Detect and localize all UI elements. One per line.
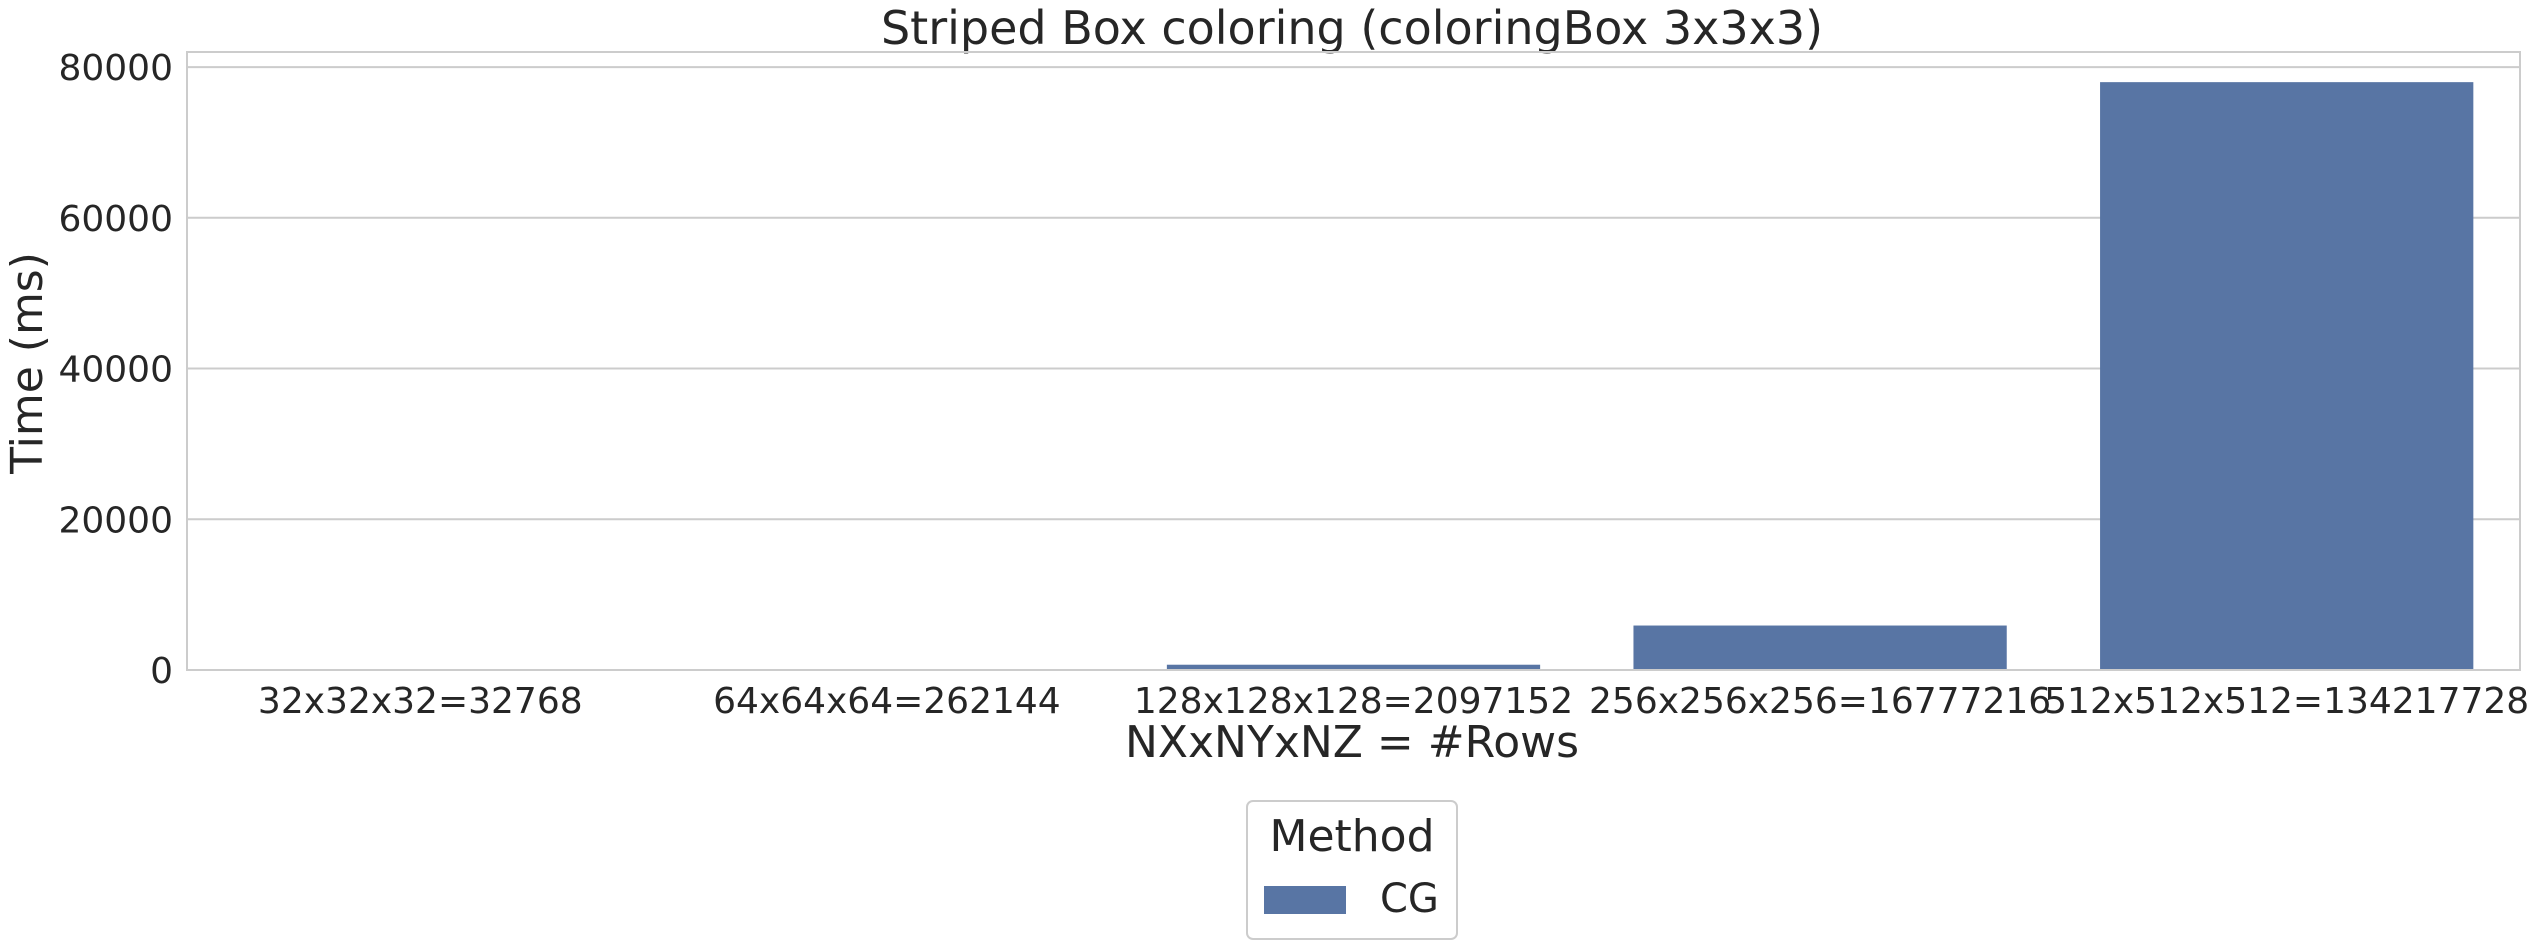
legend: Method CG	[1246, 800, 1458, 940]
x-tick-label: 128x128x128=2097152	[1134, 681, 1573, 722]
plot-frame	[186, 51, 2521, 671]
legend-title: Method	[1269, 811, 1434, 862]
bars	[233, 82, 2474, 670]
chart-title: Striped Box coloring (coloringBox 3x3x3)	[881, 1, 1823, 55]
x-tick-label: 64x64x64=262144	[713, 681, 1061, 722]
x-tick-label: 512x512x512=134217728	[2044, 681, 2529, 722]
bar	[1633, 625, 2007, 670]
x-tick-labels: 32x32x32=32768 64x64x64=262144 128x128x128…	[258, 681, 2529, 722]
bar	[1166, 664, 1541, 670]
x-tick-label: 256x256x256=16777216	[1589, 681, 2051, 722]
y-tick-labels: 0 20000 40000 60000 80000	[58, 48, 173, 692]
y-tick-label: 80000	[58, 48, 173, 89]
y-tick-label: 20000	[58, 500, 173, 541]
bar	[2100, 82, 2474, 670]
legend-swatch-cg	[1264, 886, 1346, 914]
y-tick-label: 0	[150, 651, 173, 692]
y-tick-label: 60000	[58, 199, 173, 240]
legend-label-cg: CG	[1380, 876, 1439, 922]
x-axis-label: NXxNYxNZ = #Rows	[1125, 717, 1579, 768]
x-tick-label: 32x32x32=32768	[258, 681, 583, 722]
y-axis-label: Time (ms)	[2, 252, 53, 475]
y-tick-label: 40000	[58, 350, 173, 391]
